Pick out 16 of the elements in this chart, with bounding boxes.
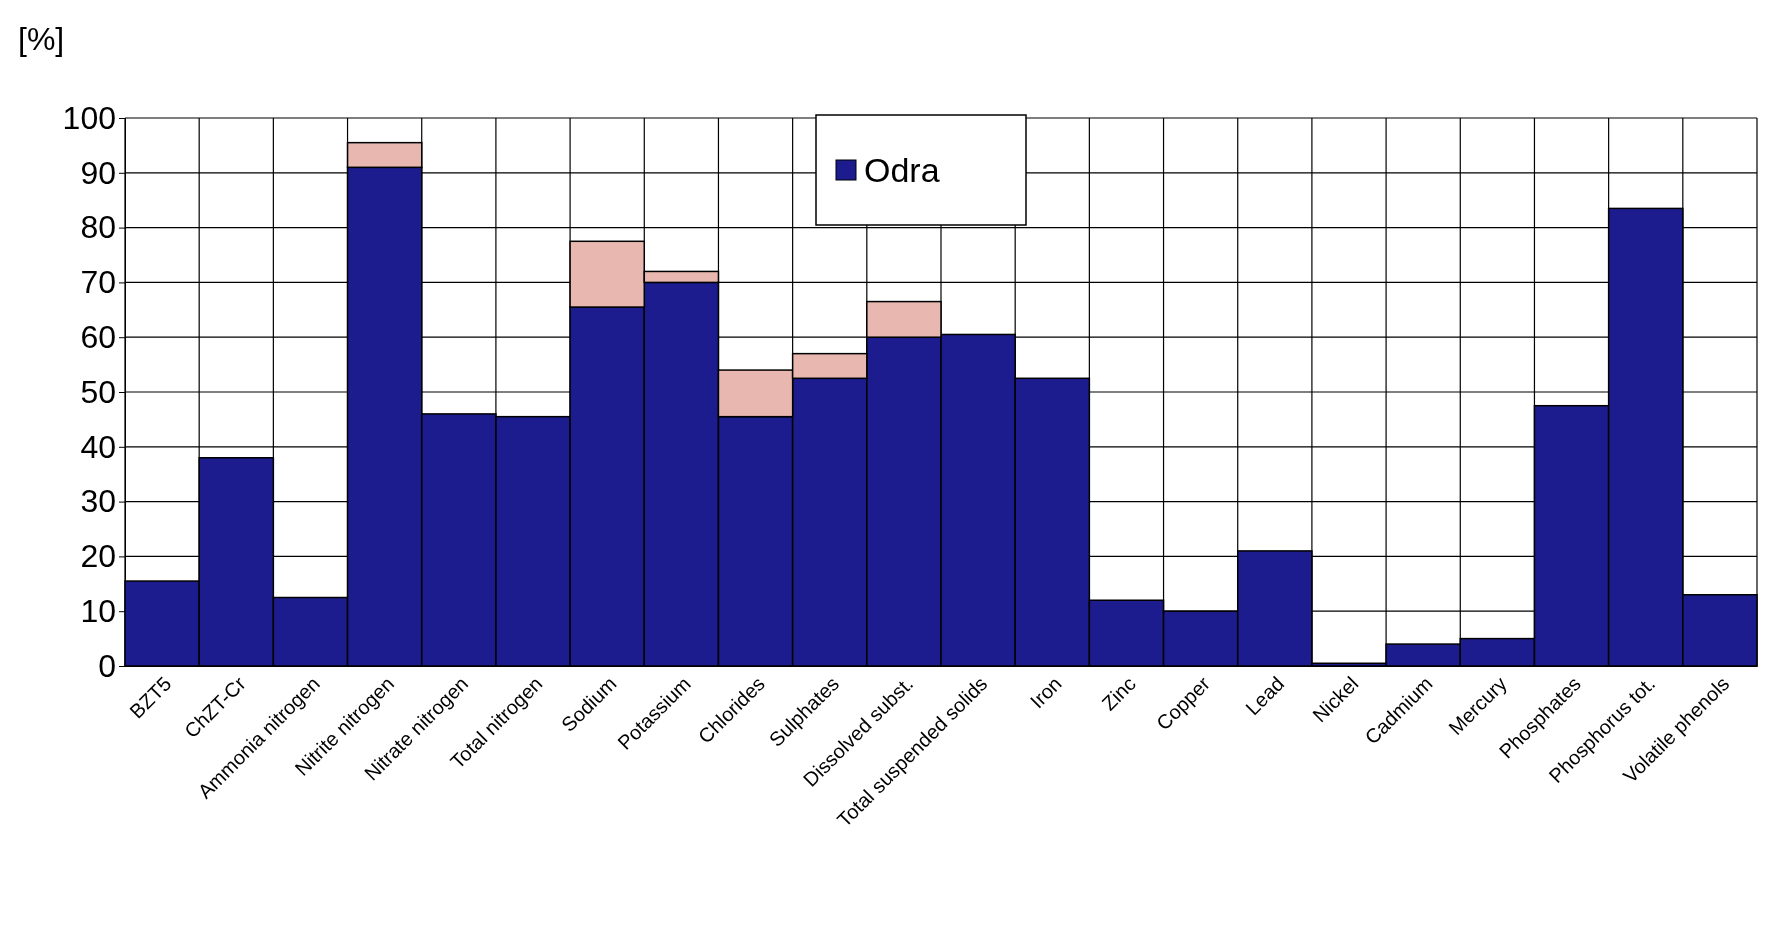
legend-box: Odra: [815, 114, 1027, 226]
y-tick-label: 20: [80, 538, 116, 575]
x-tick-label: Zinc: [1097, 672, 1140, 715]
y-tick-label: 30: [80, 483, 116, 520]
y-tick-label: 50: [80, 373, 116, 410]
legend-label: Odra: [864, 151, 940, 189]
y-tick-label: 80: [80, 209, 116, 246]
y-axis-title: [%]: [18, 21, 65, 57]
y-tick-label: 60: [80, 318, 116, 355]
y-tick-label: 70: [80, 264, 116, 301]
x-tick-label: Iron: [1025, 672, 1066, 713]
y-tick-label: 90: [80, 154, 116, 191]
y-tick-label: 10: [80, 592, 116, 629]
y-tick-label: 0: [98, 647, 116, 684]
y-tick-label: 100: [62, 99, 116, 136]
y-tick-label: 40: [80, 428, 116, 465]
